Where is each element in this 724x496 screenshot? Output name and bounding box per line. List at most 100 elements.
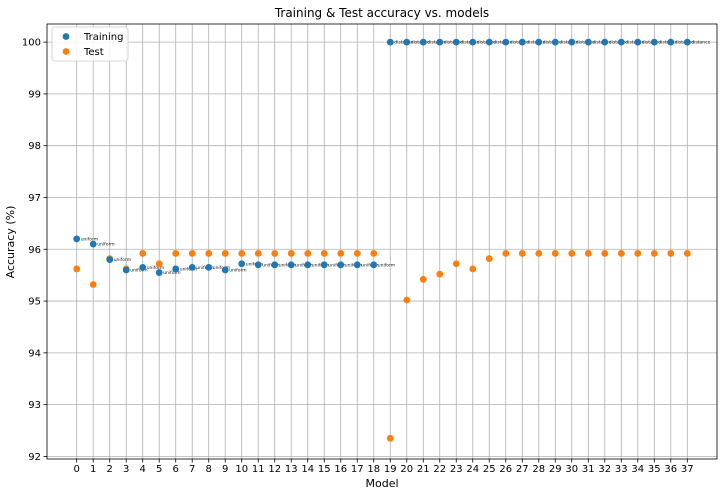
legend-label: Training bbox=[83, 32, 123, 43]
x-tick-label: 4 bbox=[140, 464, 146, 475]
training-point bbox=[485, 38, 493, 46]
test-point bbox=[221, 250, 229, 257]
training-point bbox=[106, 256, 114, 264]
training-point bbox=[320, 261, 328, 269]
x-tick-label: 16 bbox=[334, 464, 347, 475]
test-point bbox=[172, 250, 180, 257]
y-tick-label: 98 bbox=[28, 141, 41, 152]
point-label: uniform bbox=[213, 265, 230, 271]
point-label: uniform bbox=[312, 262, 329, 268]
x-tick-label: 32 bbox=[598, 464, 611, 475]
test-point bbox=[89, 281, 97, 288]
x-tick-label: 28 bbox=[532, 464, 545, 475]
y-tick-label: 92 bbox=[28, 452, 41, 463]
x-tick-label: 14 bbox=[301, 464, 314, 475]
test-point bbox=[568, 250, 576, 257]
test-point bbox=[320, 250, 328, 257]
x-tick-label: 37 bbox=[681, 464, 694, 475]
x-tick-label: 2 bbox=[107, 464, 113, 475]
x-tick-label: 29 bbox=[549, 464, 562, 475]
x-tick-label: 36 bbox=[664, 464, 677, 475]
training-point bbox=[238, 260, 246, 268]
x-tick-label: 35 bbox=[648, 464, 661, 475]
point-labels: uniformuniformuniformuniformuniformunifo… bbox=[81, 40, 711, 276]
point-label: uniform bbox=[81, 236, 98, 242]
training-point bbox=[353, 261, 361, 269]
x-tick-label: 23 bbox=[450, 464, 463, 475]
x-tick-label: 7 bbox=[189, 464, 195, 475]
x-tick-label: 17 bbox=[351, 464, 364, 475]
training-point bbox=[617, 38, 625, 46]
test-point bbox=[502, 250, 510, 257]
point-label: uniform bbox=[114, 257, 131, 263]
training-point bbox=[634, 38, 642, 46]
test-point bbox=[419, 275, 427, 283]
point-label: uniform bbox=[246, 261, 263, 267]
y-tick-label: 97 bbox=[28, 193, 41, 204]
training-point bbox=[584, 38, 592, 46]
training-point bbox=[386, 38, 394, 46]
x-tick-label: 22 bbox=[433, 464, 446, 475]
x-tick-label: 21 bbox=[417, 464, 430, 475]
x-tick-label: 11 bbox=[252, 464, 265, 475]
x-tick-label: 30 bbox=[565, 464, 578, 475]
test-point bbox=[73, 265, 81, 273]
training-point bbox=[172, 265, 180, 273]
point-label: uniform bbox=[180, 266, 197, 272]
test-point bbox=[452, 260, 460, 268]
y-axis-title: Accuracy (%) bbox=[4, 206, 17, 279]
point-label: uniform bbox=[345, 262, 362, 268]
training-point bbox=[436, 38, 444, 46]
training-point bbox=[551, 38, 559, 46]
x-tick-label: 25 bbox=[483, 464, 496, 475]
test-point bbox=[337, 250, 345, 257]
training-point bbox=[304, 261, 312, 269]
x-tick-label: 9 bbox=[222, 464, 228, 475]
test-point bbox=[469, 265, 477, 273]
test-point bbox=[353, 250, 361, 257]
point-label: uniform bbox=[196, 265, 213, 271]
training-point bbox=[601, 38, 609, 46]
legend-marker bbox=[62, 33, 70, 40]
x-tick-label: 26 bbox=[499, 464, 512, 475]
training-point bbox=[254, 261, 262, 269]
training-point bbox=[370, 261, 378, 269]
x-tick-label: 10 bbox=[235, 464, 248, 475]
test-point bbox=[601, 250, 609, 257]
x-tick-label: 34 bbox=[631, 464, 644, 475]
legend: Training Test bbox=[51, 26, 129, 62]
training-point bbox=[650, 38, 658, 46]
x-tick-label: 13 bbox=[285, 464, 298, 475]
x-tick-label: 15 bbox=[318, 464, 331, 475]
training-point bbox=[403, 38, 411, 46]
training-point bbox=[155, 269, 163, 276]
test-point bbox=[139, 250, 147, 257]
point-label: uniform bbox=[130, 267, 147, 273]
point-label: distance bbox=[691, 40, 710, 46]
test-point bbox=[304, 250, 312, 257]
x-tick-label: 24 bbox=[466, 464, 479, 475]
training-point bbox=[89, 240, 97, 248]
legend-box bbox=[51, 26, 129, 62]
test-point bbox=[205, 250, 213, 257]
y-tick-label: 94 bbox=[28, 348, 41, 359]
training-point bbox=[419, 38, 427, 46]
test-point bbox=[271, 250, 279, 257]
point-label: uniform bbox=[295, 262, 312, 268]
y-tick-label: 96 bbox=[28, 245, 41, 256]
chart-title: Training & Test accuracy vs. models bbox=[274, 6, 489, 20]
test-point bbox=[386, 434, 394, 442]
test-point bbox=[238, 250, 246, 257]
x-tick-label: 20 bbox=[400, 464, 413, 475]
x-tick-label: 18 bbox=[367, 464, 380, 475]
point-label: uniform bbox=[229, 267, 246, 273]
x-tick-label: 12 bbox=[268, 464, 281, 475]
point-label: uniform bbox=[163, 270, 180, 276]
test-point bbox=[518, 250, 526, 257]
x-tick-label: 5 bbox=[156, 464, 162, 475]
training-point bbox=[73, 235, 81, 243]
test-point bbox=[254, 250, 262, 257]
training-point bbox=[667, 38, 675, 46]
y-tick-label: 99 bbox=[28, 89, 41, 100]
